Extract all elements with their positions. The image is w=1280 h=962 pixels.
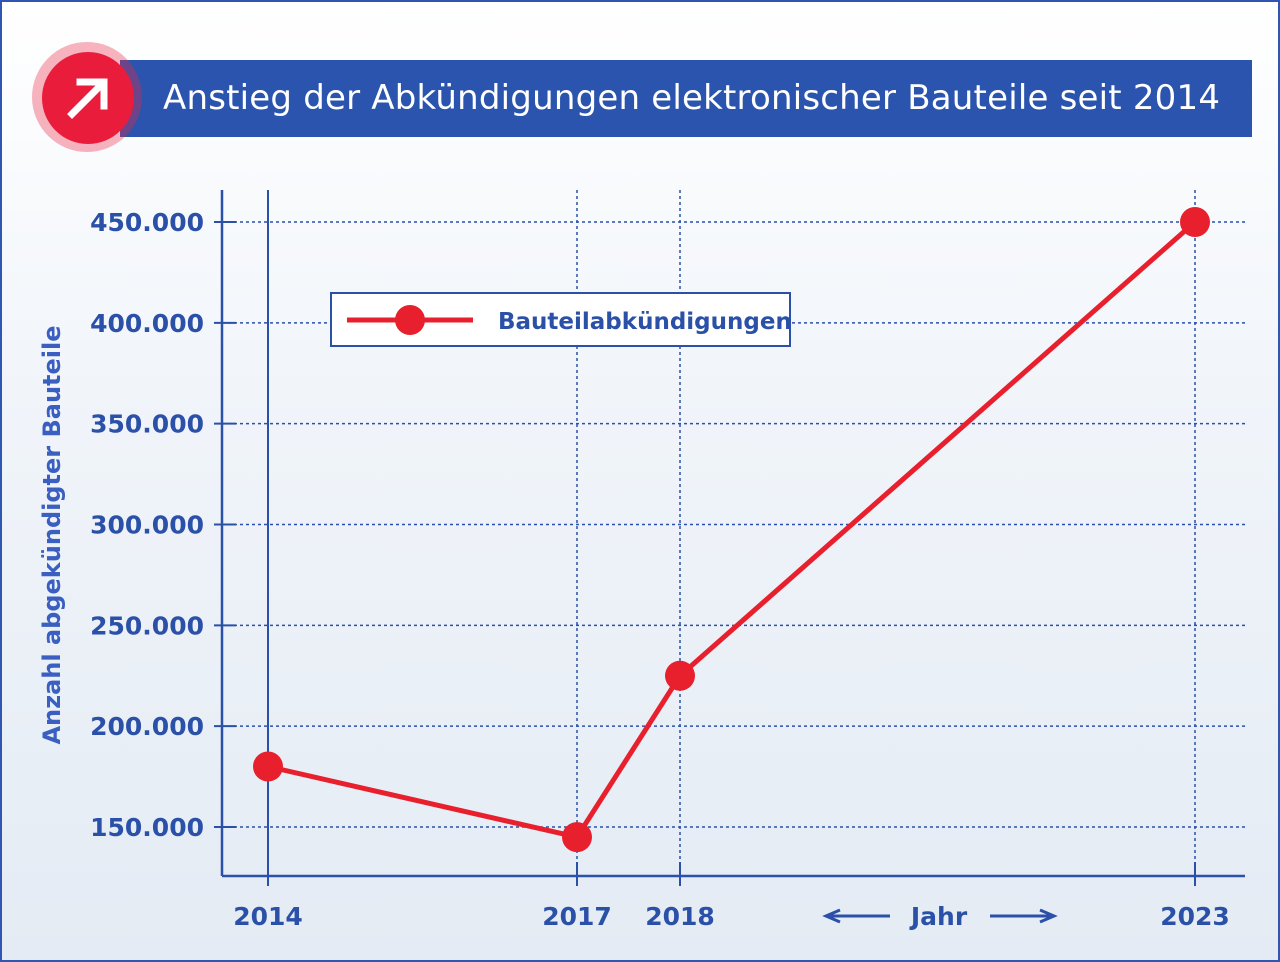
legend-label: Bauteilabkündigungen bbox=[498, 309, 792, 335]
legend-marker bbox=[395, 305, 425, 335]
y-axis-label: Anzahl abgekündigter Bauteile bbox=[38, 325, 66, 744]
y-tick-label: 350.000 bbox=[90, 410, 204, 439]
arrow-up-right-icon bbox=[67, 78, 108, 119]
y-tick-label: 450.000 bbox=[90, 208, 204, 237]
x-axis-label: Jahr bbox=[909, 902, 968, 931]
title-bar bbox=[120, 60, 1252, 137]
data-point bbox=[665, 660, 695, 691]
title-badge bbox=[42, 52, 134, 144]
arrow-right-icon bbox=[990, 908, 1058, 924]
chart-title: Anstieg der Abkündigungen elektronischer… bbox=[163, 78, 1221, 118]
data-point bbox=[562, 822, 592, 853]
y-tick-label: 400.000 bbox=[90, 309, 204, 338]
y-tick-label: 150.000 bbox=[90, 813, 204, 842]
series-line bbox=[267, 220, 1197, 840]
y-tick-label: 300.000 bbox=[90, 511, 204, 540]
data-point bbox=[1180, 207, 1210, 237]
x-tick-label: 2023 bbox=[1160, 902, 1230, 931]
y-tick-label: 200.000 bbox=[90, 712, 204, 741]
y-tick-label: 250.000 bbox=[90, 611, 204, 640]
x-tick-label: 2014 bbox=[233, 902, 303, 931]
x-tick-label: 2018 bbox=[645, 902, 715, 931]
arrow-left-icon bbox=[822, 908, 890, 924]
x-tick-label: 2017 bbox=[542, 902, 612, 931]
data-point bbox=[253, 751, 283, 782]
